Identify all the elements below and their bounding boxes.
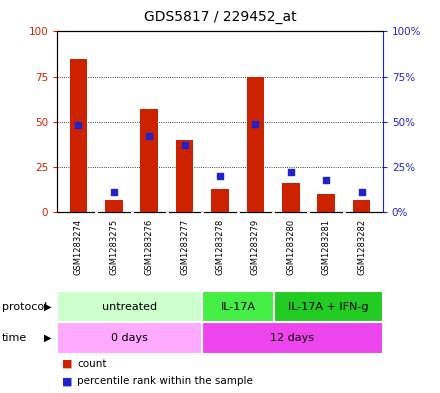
Bar <box>105 200 123 212</box>
Text: GSM1283274: GSM1283274 <box>74 219 83 275</box>
Text: ▶: ▶ <box>44 333 52 343</box>
Bar <box>70 59 87 212</box>
Point <box>146 133 153 140</box>
Text: GSM1283280: GSM1283280 <box>286 219 295 275</box>
Text: ▶: ▶ <box>44 301 52 312</box>
Point <box>181 142 188 149</box>
Bar <box>140 109 158 212</box>
Text: GSM1283278: GSM1283278 <box>216 219 224 275</box>
Bar <box>202 322 383 354</box>
Bar <box>282 183 300 212</box>
Text: GSM1283276: GSM1283276 <box>145 219 154 275</box>
Point <box>287 169 294 176</box>
Bar <box>202 291 274 322</box>
Text: 0 days: 0 days <box>111 333 148 343</box>
Text: 12 days: 12 days <box>270 333 314 343</box>
Text: GSM1283275: GSM1283275 <box>109 219 118 275</box>
Point <box>252 121 259 127</box>
Text: untreated: untreated <box>102 301 157 312</box>
Text: GSM1283282: GSM1283282 <box>357 219 366 275</box>
Text: GSM1283281: GSM1283281 <box>322 219 331 275</box>
Point <box>358 189 365 195</box>
Text: count: count <box>77 358 106 369</box>
Point <box>110 189 117 195</box>
Text: GSM1283279: GSM1283279 <box>251 219 260 275</box>
Text: GDS5817 / 229452_at: GDS5817 / 229452_at <box>144 10 296 24</box>
Bar <box>317 194 335 212</box>
Bar <box>57 291 202 322</box>
Bar <box>57 322 202 354</box>
Bar <box>353 200 370 212</box>
Point <box>75 122 82 129</box>
Point <box>216 173 224 179</box>
Bar <box>246 77 264 212</box>
Text: IL-17A + IFN-g: IL-17A + IFN-g <box>288 301 369 312</box>
Bar <box>176 140 194 212</box>
Bar <box>274 291 383 322</box>
Text: GSM1283277: GSM1283277 <box>180 219 189 275</box>
Text: ■: ■ <box>62 376 72 386</box>
Text: IL-17A: IL-17A <box>220 301 256 312</box>
Text: time: time <box>2 333 27 343</box>
Text: percentile rank within the sample: percentile rank within the sample <box>77 376 253 386</box>
Bar <box>211 189 229 212</box>
Text: protocol: protocol <box>2 301 48 312</box>
Point <box>323 176 330 183</box>
Text: ■: ■ <box>62 358 72 369</box>
